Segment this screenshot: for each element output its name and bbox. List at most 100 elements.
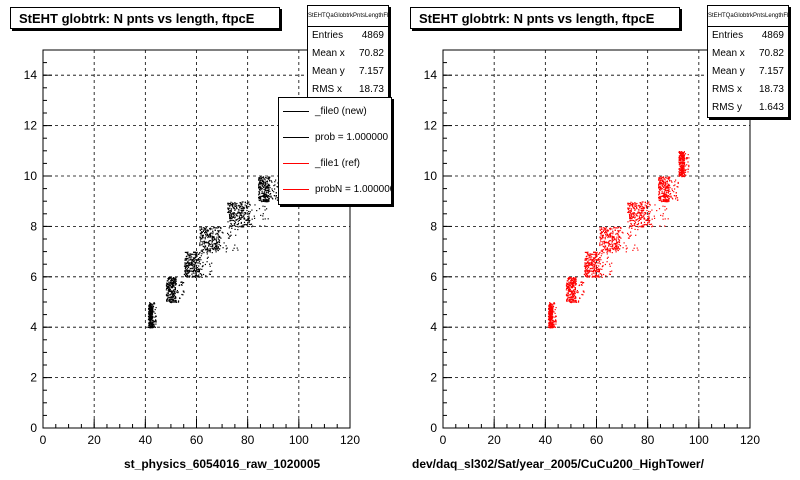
scatter-point bbox=[211, 240, 213, 242]
scatter-point bbox=[258, 183, 261, 185]
scatter-point bbox=[609, 265, 611, 267]
scatter-point bbox=[193, 258, 195, 260]
scatter-point bbox=[167, 283, 169, 285]
scatter-point bbox=[149, 324, 151, 326]
scatter-point bbox=[216, 248, 218, 250]
scatter-cluster bbox=[627, 201, 669, 228]
scatter-point bbox=[190, 261, 193, 264]
scatter-point bbox=[659, 193, 661, 195]
scatter-point bbox=[568, 278, 570, 280]
scatter-point bbox=[598, 270, 600, 272]
scatter-point bbox=[213, 226, 215, 228]
scatter-point bbox=[575, 283, 577, 285]
scatter-point bbox=[662, 199, 664, 202]
scatter-point bbox=[661, 184, 663, 186]
scatter-point bbox=[220, 227, 222, 230]
scatter-point bbox=[631, 215, 633, 217]
scatter-point bbox=[250, 223, 253, 225]
scatter-point bbox=[197, 259, 199, 262]
scatter-point bbox=[637, 229, 639, 231]
scatter-point bbox=[617, 234, 619, 236]
scatter-point bbox=[152, 309, 154, 311]
scatter-point bbox=[666, 199, 668, 201]
scatter-point bbox=[551, 313, 553, 315]
scatter-point bbox=[230, 209, 232, 211]
scatter-point bbox=[259, 225, 261, 227]
scatter-point bbox=[211, 270, 213, 272]
scatter-point bbox=[686, 157, 688, 159]
scatter-point bbox=[147, 315, 150, 317]
stats-value: 4869 bbox=[361, 30, 384, 41]
scatter-point bbox=[172, 283, 175, 285]
scatter-point bbox=[567, 279, 569, 281]
scatter-point bbox=[240, 209, 242, 211]
scatter-point bbox=[195, 268, 198, 270]
scatter-point bbox=[604, 232, 606, 234]
scatter-point bbox=[550, 303, 552, 306]
scatter-point bbox=[552, 326, 555, 328]
scatter-point bbox=[209, 235, 211, 237]
scatter-point bbox=[204, 232, 206, 234]
scatter-point bbox=[238, 219, 240, 221]
scatter-point bbox=[571, 301, 573, 303]
scatter-point bbox=[229, 215, 231, 217]
scatter-point bbox=[601, 276, 603, 278]
scatter-point bbox=[196, 267, 199, 269]
scatter-point bbox=[640, 218, 642, 220]
y-tick-label: 2 bbox=[30, 371, 37, 385]
scatter-point bbox=[589, 253, 591, 255]
scatter-point bbox=[682, 154, 684, 156]
scatter-cluster bbox=[599, 226, 639, 253]
scatter-point bbox=[242, 226, 244, 228]
scatter-point bbox=[208, 241, 210, 243]
scatter-point bbox=[171, 280, 173, 282]
scatter-point bbox=[667, 184, 669, 186]
scatter-point bbox=[554, 303, 556, 305]
scatter-point bbox=[594, 261, 597, 264]
scatter-point bbox=[589, 256, 591, 258]
scatter-point bbox=[217, 247, 219, 249]
scatter-point bbox=[216, 244, 218, 246]
scatter-point bbox=[600, 255, 602, 257]
scatter-point bbox=[596, 264, 598, 266]
scatter-point bbox=[597, 259, 599, 262]
scatter-point bbox=[170, 301, 172, 303]
scatter-point bbox=[201, 227, 203, 229]
scatter-point bbox=[626, 247, 628, 249]
scatter-point bbox=[570, 290, 572, 292]
scatter-point bbox=[667, 195, 669, 197]
scatter-point bbox=[235, 219, 237, 221]
scatter-point bbox=[202, 235, 204, 237]
scatter-point bbox=[237, 229, 239, 231]
scatter-point bbox=[548, 323, 550, 325]
scatter-point bbox=[213, 237, 215, 239]
scatter-point bbox=[610, 240, 612, 242]
scatter-point bbox=[263, 178, 265, 180]
scatter-point bbox=[198, 260, 201, 262]
scatter-point bbox=[150, 314, 152, 316]
scatter-point bbox=[589, 264, 591, 266]
scatter-point bbox=[645, 206, 647, 208]
scatter-point bbox=[617, 233, 619, 235]
scatter-point bbox=[605, 227, 608, 229]
scatter-point bbox=[230, 222, 232, 225]
scatter-point bbox=[566, 280, 568, 282]
scatter-point bbox=[565, 294, 568, 296]
scatter-point bbox=[596, 259, 598, 261]
scatter-point bbox=[586, 251, 588, 253]
scatter-point bbox=[202, 265, 204, 267]
scatter-point bbox=[265, 198, 267, 200]
scatter-point bbox=[229, 209, 231, 212]
scatter-point bbox=[238, 204, 240, 206]
scatter-point bbox=[600, 232, 602, 234]
x-tick-label: 60 bbox=[190, 433, 204, 447]
scatter-point bbox=[588, 262, 590, 265]
scatter-point bbox=[586, 276, 588, 278]
scatter-point bbox=[606, 251, 608, 253]
scatter-point bbox=[575, 280, 577, 282]
scatter-point bbox=[651, 226, 653, 228]
scatter-point bbox=[609, 227, 611, 230]
x-tick-label: 80 bbox=[241, 433, 255, 447]
scatter-point bbox=[552, 304, 554, 306]
left-stats-row: Entries 4869 bbox=[308, 27, 388, 45]
